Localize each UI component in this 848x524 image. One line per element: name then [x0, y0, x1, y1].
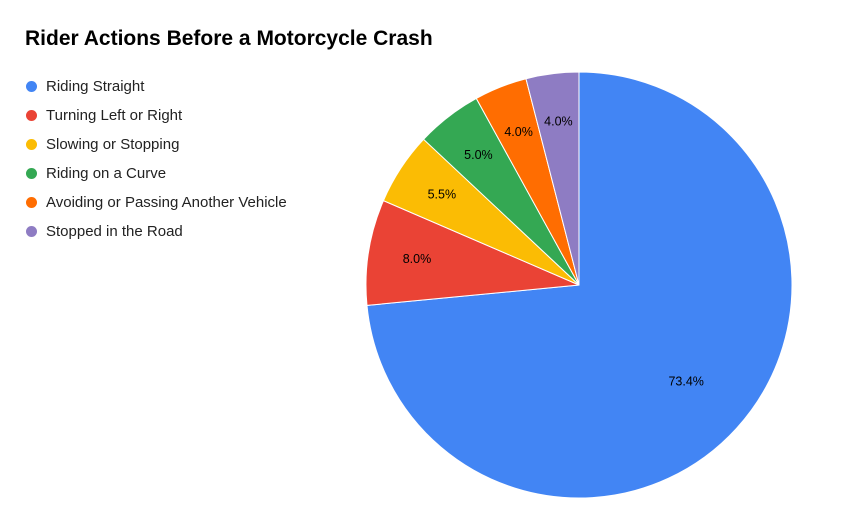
slice-data-label: 5.0%	[464, 148, 493, 162]
legend-swatch	[26, 81, 37, 92]
chart-title: Rider Actions Before a Motorcycle Crash	[25, 27, 433, 50]
legend-label: Stopped in the Road	[46, 223, 183, 240]
legend-label: Riding on a Curve	[46, 165, 167, 182]
slice-data-label: 4.0%	[544, 115, 573, 129]
legend-label: Turning Left or Right	[46, 107, 183, 124]
slice-data-label: 5.5%	[428, 187, 457, 201]
legend-swatch	[26, 226, 37, 237]
legend-item-riding-straight[interactable]: Riding Straight	[26, 72, 287, 101]
legend-swatch	[26, 197, 37, 208]
legend-item-avoiding[interactable]: Avoiding or Passing Another Vehicle	[26, 188, 287, 217]
legend: Riding Straight Turning Left or Right Sl…	[26, 72, 287, 246]
legend-item-slowing[interactable]: Slowing or Stopping	[26, 130, 287, 159]
legend-label: Avoiding or Passing Another Vehicle	[46, 194, 287, 211]
legend-swatch	[26, 139, 37, 150]
slice-data-label: 8.0%	[403, 252, 432, 266]
slice-data-label: 4.0%	[504, 125, 533, 139]
legend-item-turning[interactable]: Turning Left or Right	[26, 101, 287, 130]
legend-swatch	[26, 110, 37, 121]
legend-item-stopped[interactable]: Stopped in the Road	[26, 217, 287, 246]
legend-label: Riding Straight	[46, 78, 145, 95]
pie-slice[interactable]	[525, 71, 580, 286]
legend-label: Slowing or Stopping	[46, 136, 180, 153]
legend-swatch	[26, 168, 37, 179]
legend-item-curve[interactable]: Riding on a Curve	[26, 159, 287, 188]
slice-data-label: 73.4%	[668, 375, 703, 389]
pie-slice[interactable]	[365, 199, 580, 306]
